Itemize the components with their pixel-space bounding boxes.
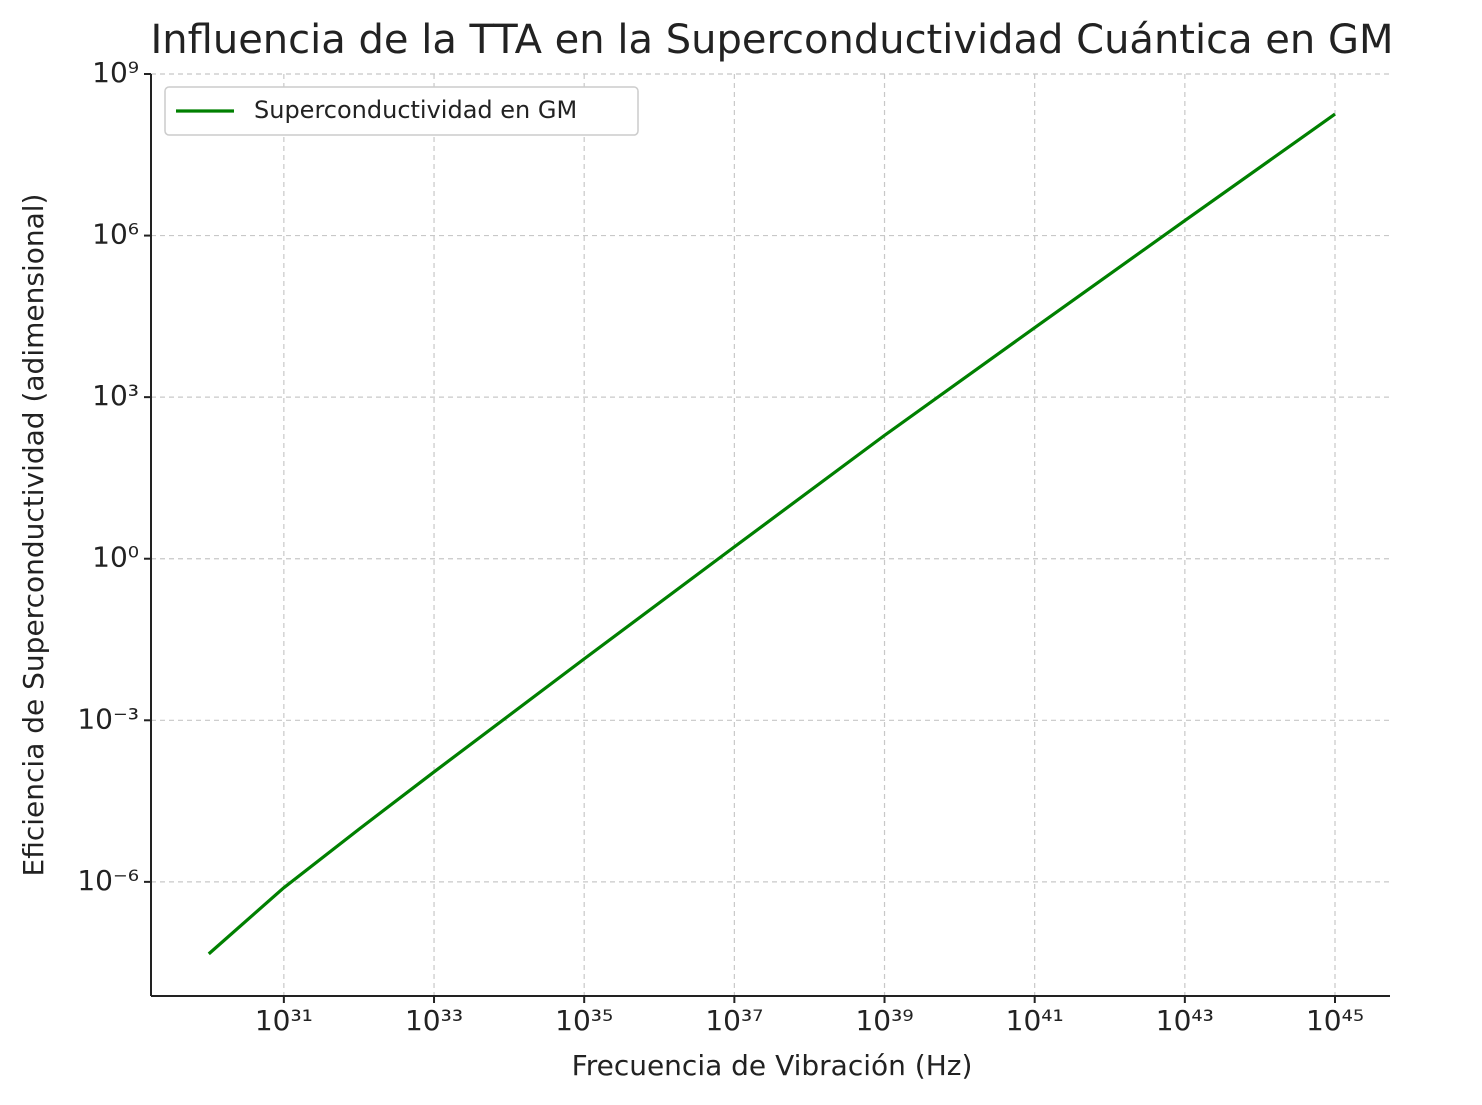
line-series	[207, 112, 1336, 956]
y-tick-label: 10⁻⁶	[77, 864, 139, 897]
x-tick-label: 10³¹	[255, 1004, 313, 1037]
legend-label: Superconductividad en GM	[254, 96, 577, 124]
y-tick-label: 10³	[92, 379, 139, 412]
x-tick-label: 10³⁹	[855, 1004, 913, 1037]
y-tick-label: 10⁰	[92, 541, 139, 574]
x-tick-label: 10³⁷	[705, 1004, 763, 1037]
y-axis-label: Eficiencia de Superconductividad (adimen…	[17, 194, 50, 877]
y-tick-label: 10⁶	[92, 218, 139, 251]
x-tick-label: 10³⁵	[555, 1004, 613, 1037]
x-tick-label: 10³³	[405, 1004, 463, 1037]
x-axis-label: Frecuencia de Vibración (Hz)	[572, 1049, 973, 1082]
y-tick-label: 10⁹	[92, 56, 139, 89]
y-tick-label: 10⁻³	[77, 702, 139, 735]
legend-box	[164, 86, 639, 136]
x-tick-label: 10⁴³	[1156, 1004, 1214, 1037]
x-tick-label: 10⁴¹	[1006, 1004, 1064, 1037]
x-tick-label: 10⁴⁵	[1306, 1004, 1364, 1037]
chart-title: Influencia de la TTA en la Superconducti…	[151, 17, 1394, 63]
